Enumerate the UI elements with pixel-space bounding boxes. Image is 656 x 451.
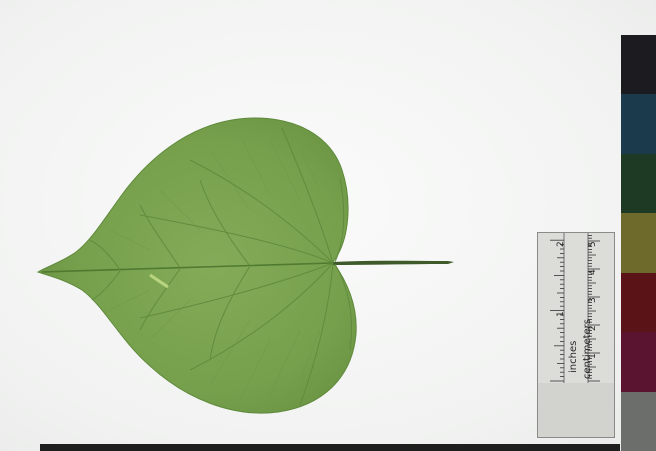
- inch-number-1: 1: [556, 311, 566, 317]
- leaf-highlight: [149, 273, 169, 289]
- ruler-ticks: [538, 233, 614, 437]
- leaf-veins: [89, 127, 352, 406]
- cm-number-1: 1: [588, 353, 598, 359]
- leaf-midrib: [41, 262, 334, 273]
- cm-number-3: 3: [588, 297, 598, 303]
- leaf-blade: [36, 117, 357, 414]
- bottom-edge-bar: [40, 444, 620, 451]
- color-swatch: [621, 35, 656, 95]
- cm-number-2: 2: [588, 325, 598, 331]
- color-swatch: [621, 332, 656, 392]
- inches-label: inches: [568, 340, 579, 373]
- color-calibration-card: [621, 35, 656, 451]
- color-swatch: [621, 391, 656, 451]
- scale-ruler: inches centimeters 1 2 1 2 3 4 5: [537, 232, 615, 438]
- color-swatch: [621, 153, 656, 214]
- cm-number-4: 4: [588, 269, 598, 275]
- color-swatch: [621, 272, 656, 333]
- color-swatch: [621, 213, 656, 273]
- color-swatch: [621, 94, 656, 154]
- leaf-petiole: [333, 260, 454, 265]
- inch-number-2: 2: [556, 241, 566, 247]
- cm-number-5: 5: [588, 241, 598, 247]
